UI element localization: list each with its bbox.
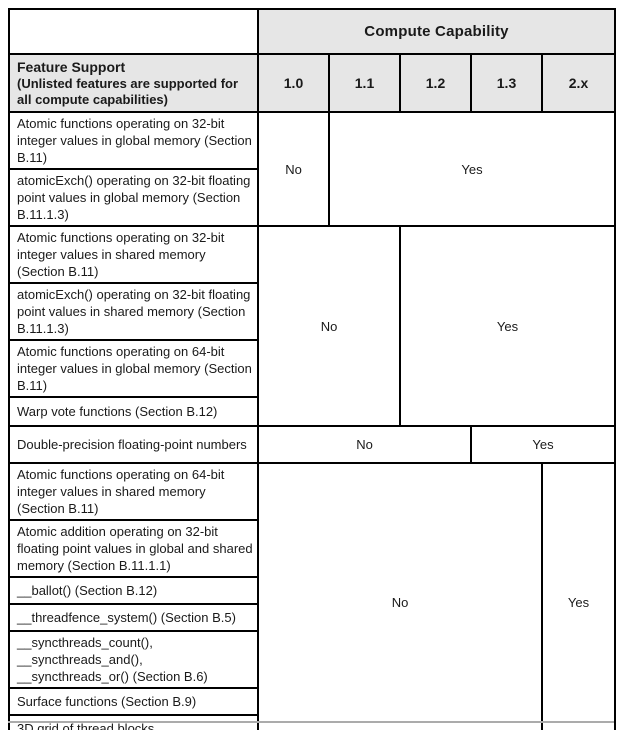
support-no-cell: No [257,225,401,427]
column-header-2-x: 2.x [540,53,617,113]
corner-spacer [8,8,259,55]
column-header-1-2: 1.2 [399,53,472,113]
feature-cell: __ballot() (Section B.12) [8,576,259,605]
feature-cell: Double-precision floating-point numbers [8,425,259,464]
table-title: Compute Capability [256,8,617,55]
feature-cell: __syncthreads_count(), __syncthreads_and… [8,630,259,689]
compute-capability-table: Compute Capability Feature Support (Unli… [8,8,617,730]
feature-support-title: Feature Support [17,59,126,75]
column-header-1-1: 1.1 [328,53,401,113]
feature-cell: Atomic functions operating on 64-bit int… [8,462,259,521]
feature-cell: atomicExch() operating on 32-bit floatin… [8,282,259,341]
feature-cell: atomicExch() operating on 32-bit floatin… [8,168,259,227]
support-no-cell: No [257,462,543,730]
feature-support-header: Feature Support (Unlisted features are s… [8,53,259,113]
feature-cell: __threadfence_system() (Section B.5) [8,603,259,632]
support-yes-cell: Yes [398,225,617,427]
column-header-1-0: 1.0 [257,53,330,113]
feature-support-subtitle: (Unlisted features are supported for all… [17,76,239,107]
feature-cell: Atomic functions operating on 32-bit int… [8,225,259,284]
support-yes-cell: Yes [540,462,617,730]
feature-cell: Atomic functions operating on 32-bit int… [8,111,259,170]
column-header-1-3: 1.3 [470,53,543,113]
feature-cell: Warp vote functions (Section B.12) [8,396,259,427]
feature-cell: Atomic functions operating on 64-bit int… [8,339,259,398]
support-yes-cell: Yes [469,425,617,464]
support-no-cell: No [257,425,472,464]
feature-cell: Atomic addition operating on 32-bit floa… [8,519,259,578]
support-no-cell: No [257,111,330,227]
feature-cell: Surface functions (Section B.9) [8,687,259,716]
support-yes-cell: Yes [327,111,617,227]
page-artifact-line [8,721,614,723]
